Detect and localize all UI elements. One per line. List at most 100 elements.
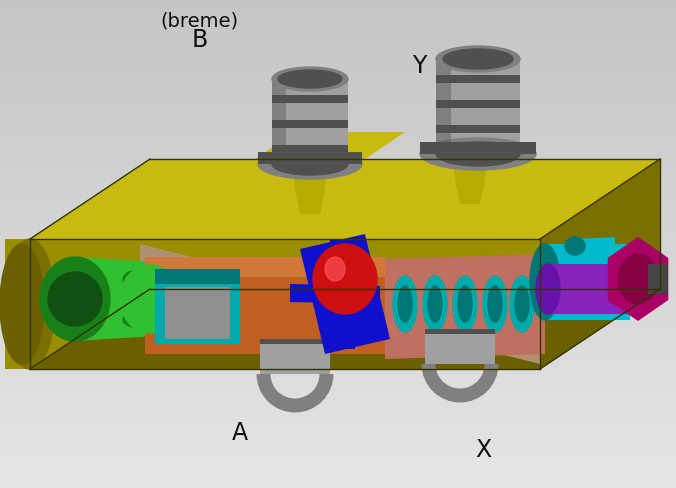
Bar	[0, 366, 676, 373]
Bar	[0, 104, 676, 111]
Polygon shape	[648, 264, 668, 294]
Bar	[0, 287, 676, 294]
Bar	[0, 18, 676, 25]
Bar	[0, 317, 676, 325]
Polygon shape	[575, 238, 615, 257]
Ellipse shape	[40, 258, 110, 341]
Ellipse shape	[123, 291, 147, 307]
Bar	[0, 220, 676, 227]
Bar	[0, 268, 676, 276]
Bar	[0, 250, 676, 257]
Ellipse shape	[515, 286, 529, 323]
Bar	[0, 165, 676, 172]
Text: Y: Y	[412, 54, 427, 78]
Bar	[0, 225, 676, 233]
Bar	[0, 385, 676, 391]
Text: (breme): (breme)	[160, 11, 239, 30]
Polygon shape	[255, 133, 405, 160]
Bar	[0, 128, 676, 135]
Bar	[0, 415, 676, 422]
Ellipse shape	[423, 276, 447, 332]
Ellipse shape	[458, 286, 472, 323]
Bar	[0, 281, 676, 288]
Ellipse shape	[436, 47, 520, 73]
Bar	[0, 263, 676, 269]
Polygon shape	[75, 258, 155, 341]
Ellipse shape	[393, 276, 417, 332]
Bar	[0, 372, 676, 379]
Ellipse shape	[313, 244, 377, 314]
Bar	[0, 476, 676, 483]
Bar	[0, 43, 676, 50]
Ellipse shape	[272, 154, 348, 176]
Polygon shape	[456, 184, 484, 204]
Polygon shape	[140, 244, 540, 364]
Bar	[0, 446, 676, 452]
Text: A: A	[232, 420, 248, 444]
Bar	[0, 92, 676, 99]
Bar	[0, 433, 676, 440]
Bar	[0, 152, 676, 160]
Text: B: B	[191, 28, 208, 52]
Bar	[0, 299, 676, 306]
Bar	[0, 171, 676, 178]
Ellipse shape	[530, 244, 560, 320]
Bar	[0, 403, 676, 410]
Ellipse shape	[565, 238, 585, 256]
Bar	[0, 159, 676, 166]
Ellipse shape	[120, 265, 180, 333]
Polygon shape	[385, 254, 545, 359]
Polygon shape	[436, 126, 520, 134]
Bar	[0, 348, 676, 355]
Polygon shape	[436, 60, 520, 155]
Bar	[0, 183, 676, 190]
Polygon shape	[425, 329, 495, 364]
Polygon shape	[260, 339, 330, 345]
Ellipse shape	[483, 276, 507, 332]
Polygon shape	[272, 80, 286, 164]
Bar	[0, 256, 676, 264]
Polygon shape	[155, 269, 240, 285]
Polygon shape	[5, 240, 30, 369]
Bar	[0, 378, 676, 386]
Bar	[0, 49, 676, 56]
Bar	[0, 37, 676, 44]
Polygon shape	[272, 96, 348, 104]
Bar	[0, 409, 676, 416]
Bar	[0, 274, 676, 282]
Ellipse shape	[48, 272, 102, 326]
Polygon shape	[436, 101, 520, 109]
Polygon shape	[272, 146, 348, 154]
Polygon shape	[296, 195, 324, 215]
Bar	[0, 421, 676, 428]
Polygon shape	[540, 160, 660, 369]
Bar	[0, 55, 676, 62]
Bar	[0, 329, 676, 337]
Bar	[0, 207, 676, 215]
Ellipse shape	[510, 276, 534, 332]
Bar	[0, 342, 676, 349]
Bar	[0, 189, 676, 196]
Bar	[0, 464, 676, 471]
Bar	[0, 134, 676, 142]
Bar	[0, 116, 676, 123]
Ellipse shape	[536, 264, 560, 314]
Polygon shape	[452, 155, 488, 184]
Bar	[0, 311, 676, 318]
Polygon shape	[300, 235, 390, 354]
Bar	[0, 390, 676, 398]
Ellipse shape	[5, 240, 55, 369]
Polygon shape	[258, 153, 362, 164]
Ellipse shape	[436, 142, 520, 167]
Polygon shape	[30, 160, 660, 240]
Polygon shape	[436, 76, 520, 84]
Ellipse shape	[0, 244, 44, 364]
Bar	[0, 336, 676, 343]
Bar	[0, 6, 676, 13]
Ellipse shape	[443, 50, 513, 70]
Ellipse shape	[278, 71, 342, 89]
Ellipse shape	[398, 286, 412, 323]
Bar	[0, 427, 676, 434]
Polygon shape	[145, 258, 385, 278]
Ellipse shape	[453, 276, 477, 332]
